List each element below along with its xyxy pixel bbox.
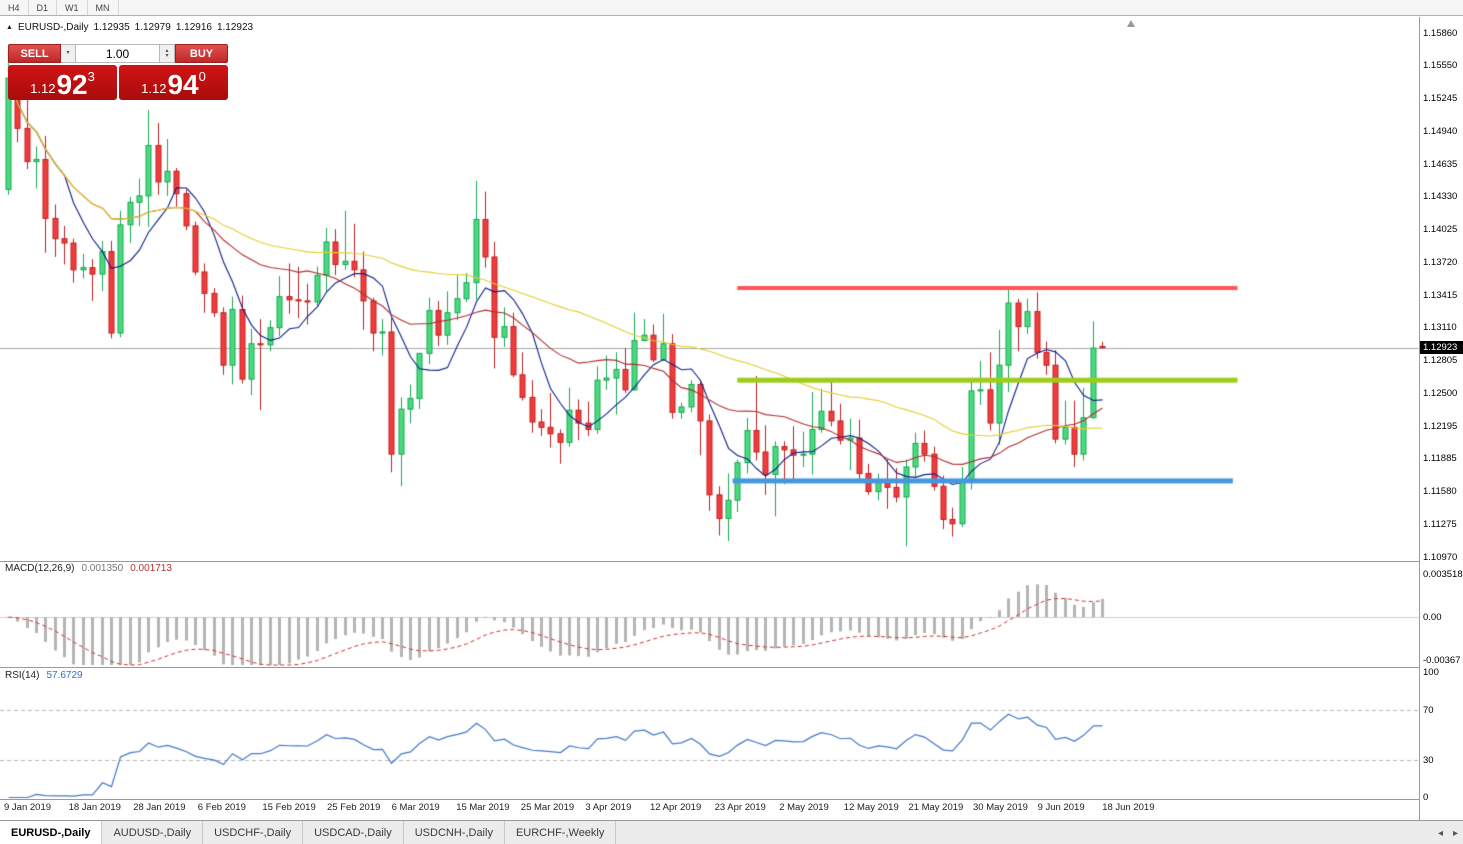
price-axis-label: 1.13415 bbox=[1423, 289, 1458, 301]
tab-scroll-right-icon[interactable]: ▸ bbox=[1452, 827, 1458, 839]
date-axis-label: 6 Feb 2019 bbox=[197, 802, 246, 813]
price-axis-label: 1.15245 bbox=[1423, 93, 1458, 104]
chart-tab[interactable]: USDCHF-,Daily bbox=[203, 821, 304, 844]
macd-main-value: 0.001350 bbox=[81, 563, 124, 574]
rsi-axis-label: 100 bbox=[1423, 667, 1439, 678]
rsi-axis-label: 70 bbox=[1423, 704, 1434, 716]
volume-input[interactable] bbox=[76, 44, 160, 63]
date-axis-label: 12 Apr 2019 bbox=[650, 802, 702, 813]
close-value: 1.12923 bbox=[216, 22, 254, 33]
date-axis-label: 9 Jun 2019 bbox=[1037, 802, 1085, 813]
symbol-period-label: EURUSD-,Daily bbox=[17, 22, 89, 33]
bid-price-box[interactable]: 1.12 92 3 bbox=[8, 65, 117, 100]
current-price-tag: 1.12923 bbox=[1420, 341, 1463, 354]
right-price-axis: 1.15860 1.15550 1.15245 1.14940 1.14635 1.143… bbox=[1421, 0, 1463, 820]
timeframe-button-h4[interactable]: H4 bbox=[0, 0, 29, 15]
price-axis-label: 1.11580 bbox=[1423, 486, 1457, 497]
rsi-name: RSI(14) bbox=[5, 670, 40, 681]
axis-divider bbox=[1419, 17, 1420, 820]
price-axis-label: 1.14635 bbox=[1423, 158, 1458, 170]
rsi-axis-label: 0 bbox=[1423, 792, 1429, 803]
date-axis-label: 15 Feb 2019 bbox=[262, 802, 316, 813]
macd-name: MACD(12,26,9) bbox=[5, 563, 75, 574]
chart-tab[interactable]: EURUSD-,Daily bbox=[0, 821, 103, 844]
ask-prefix: 1.12 bbox=[141, 81, 167, 96]
bid-big-digits: 92 bbox=[56, 69, 88, 101]
ask-big-digits: 94 bbox=[167, 69, 199, 101]
date-axis-label: 28 Jan 2019 bbox=[133, 802, 186, 813]
chart-tab[interactable]: USDCNH-,Daily bbox=[404, 821, 505, 844]
date-axis-label: 21 May 2019 bbox=[908, 802, 964, 813]
tab-scroll-left-icon[interactable]: ◂ bbox=[1437, 827, 1443, 839]
pane-divider-main-macd[interactable] bbox=[0, 561, 1420, 562]
one-click-panel-toggle-icon[interactable]: ▲ bbox=[6, 24, 13, 31]
date-axis-label: 23 Apr 2019 bbox=[714, 802, 766, 813]
date-axis-label: 9 Jan 2019 bbox=[4, 802, 52, 813]
ask-price-box[interactable]: 1.12 94 0 bbox=[119, 65, 228, 100]
price-axis-label: 1.13720 bbox=[1423, 256, 1458, 268]
low-value: 1.12916 bbox=[175, 22, 212, 33]
price-axis-label: 1.14330 bbox=[1423, 191, 1458, 203]
date-axis-label: 25 Mar 2019 bbox=[520, 802, 575, 813]
macd-signal-value: 0.001713 bbox=[130, 563, 172, 574]
volume-stepper[interactable]: ▴ ▾ bbox=[160, 44, 175, 63]
rsi-axis-label: 30 bbox=[1423, 754, 1434, 766]
pane-divider-rsi-dates[interactable] bbox=[0, 799, 1420, 800]
macd-indicator-label: MACD(12,26,9) 0.001350 0.001713 bbox=[5, 563, 172, 574]
timeframe-button-mn[interactable]: MN bbox=[88, 0, 119, 15]
macd-axis-label: 0.003518 bbox=[1423, 568, 1463, 580]
chevron-down-icon: ▾ bbox=[66, 50, 70, 56]
date-axis-label: 18 Jun 2019 bbox=[1102, 802, 1155, 813]
price-axis-label: 1.11885 bbox=[1423, 453, 1457, 465]
date-axis-label: 3 Apr 2019 bbox=[585, 802, 632, 813]
ask-pip-digit: 0 bbox=[198, 69, 206, 84]
high-value: 1.12979 bbox=[134, 22, 171, 33]
timeframe-button-d1[interactable]: D1 bbox=[29, 0, 58, 15]
price-axis-label: 1.12500 bbox=[1423, 387, 1458, 399]
date-axis-label: 12 May 2019 bbox=[843, 802, 899, 813]
sell-button[interactable]: SELL bbox=[8, 44, 61, 63]
date-axis: 9 Jan 2019 18 Jan 2019 28 Jan 2019 6 Feb 20… bbox=[0, 802, 1419, 815]
timeframe-button-w1[interactable]: W1 bbox=[57, 0, 88, 15]
macd-axis-label: 0.00 bbox=[1423, 611, 1442, 623]
chart-tab[interactable]: AUDUSD-,Daily bbox=[102, 821, 204, 844]
open-value: 1.12935 bbox=[93, 22, 130, 33]
date-axis-label: 18 Jan 2019 bbox=[68, 802, 121, 813]
date-axis-label: 30 May 2019 bbox=[973, 802, 1028, 813]
price-axis-label: 1.15860 bbox=[1423, 27, 1458, 39]
price-axis-label: 1.11275 bbox=[1423, 518, 1457, 530]
chevron-down-icon: ▾ bbox=[165, 52, 169, 59]
price-axis-label: 1.10970 bbox=[1423, 551, 1458, 563]
chart-tab[interactable]: EURCHF-,Weekly bbox=[505, 821, 617, 844]
volume-decrement-button[interactable]: ▾ bbox=[61, 44, 76, 63]
price-axis-label: 1.14025 bbox=[1423, 224, 1458, 235]
price-axis-label: 1.13110 bbox=[1423, 322, 1457, 334]
price-axis-label: 1.12805 bbox=[1423, 355, 1458, 366]
pane-divider-macd-rsi[interactable] bbox=[0, 667, 1420, 668]
date-axis-label: 25 Feb 2019 bbox=[327, 802, 381, 813]
rsi-indicator-label: RSI(14) 57.6729 bbox=[5, 670, 83, 681]
chart-tab-bar: EURUSD-,Daily AUDUSD-,Daily USDCHF-,Daily U… bbox=[0, 820, 1463, 844]
macd-axis-label: -0.00367 bbox=[1423, 654, 1461, 666]
one-click-trading-panel: SELL ▾ ▴ ▾ BUY 1.12 92 3 1.12 94 0 bbox=[8, 44, 230, 100]
timeframe-toolbar: H4 D1 W1 MN bbox=[0, 0, 1463, 16]
chevron-up-icon: ▴ bbox=[165, 47, 169, 54]
date-axis-label: 6 Mar 2019 bbox=[391, 802, 440, 813]
rsi-value: 57.6729 bbox=[46, 670, 83, 681]
bid-prefix: 1.12 bbox=[30, 81, 56, 96]
price-axis-label: 1.12195 bbox=[1423, 420, 1458, 432]
chart-tab[interactable]: USDCAD-,Daily bbox=[303, 821, 404, 844]
buy-button[interactable]: BUY bbox=[175, 44, 228, 63]
tab-scroll-controls: ◂ ▸ bbox=[1438, 821, 1458, 844]
price-axis-label: 1.14940 bbox=[1423, 125, 1458, 137]
chart-shift-marker-icon[interactable] bbox=[1127, 20, 1135, 27]
date-axis-label: 2 May 2019 bbox=[779, 802, 829, 813]
chart-tab-strip: EURUSD-,Daily AUDUSD-,Daily USDCHF-,Daily U… bbox=[0, 821, 617, 844]
price-axis-label: 1.15550 bbox=[1423, 60, 1458, 72]
chart-ohlc-header: ▲ EURUSD-,Daily 1.12935 1.12979 1.12916 … bbox=[6, 22, 253, 33]
date-axis-label: 15 Mar 2019 bbox=[456, 802, 510, 813]
bid-pip-digit: 3 bbox=[87, 69, 95, 84]
